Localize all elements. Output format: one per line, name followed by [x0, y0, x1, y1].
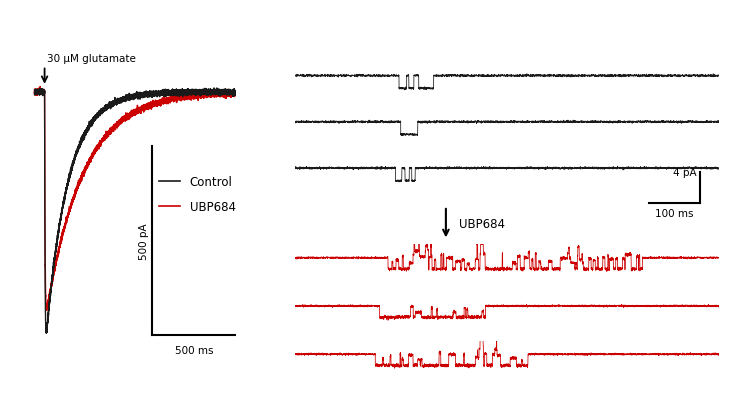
Text: 100 ms: 100 ms — [655, 209, 694, 218]
Text: 30 μM glutamate: 30 μM glutamate — [47, 54, 136, 64]
Text: 500 pA: 500 pA — [139, 223, 149, 259]
Legend: Control, UBP684: Control, UBP684 — [154, 171, 240, 218]
Text: UBP684: UBP684 — [459, 217, 505, 230]
Text: 500 ms: 500 ms — [175, 345, 213, 355]
Text: 4 pA: 4 pA — [673, 167, 696, 177]
